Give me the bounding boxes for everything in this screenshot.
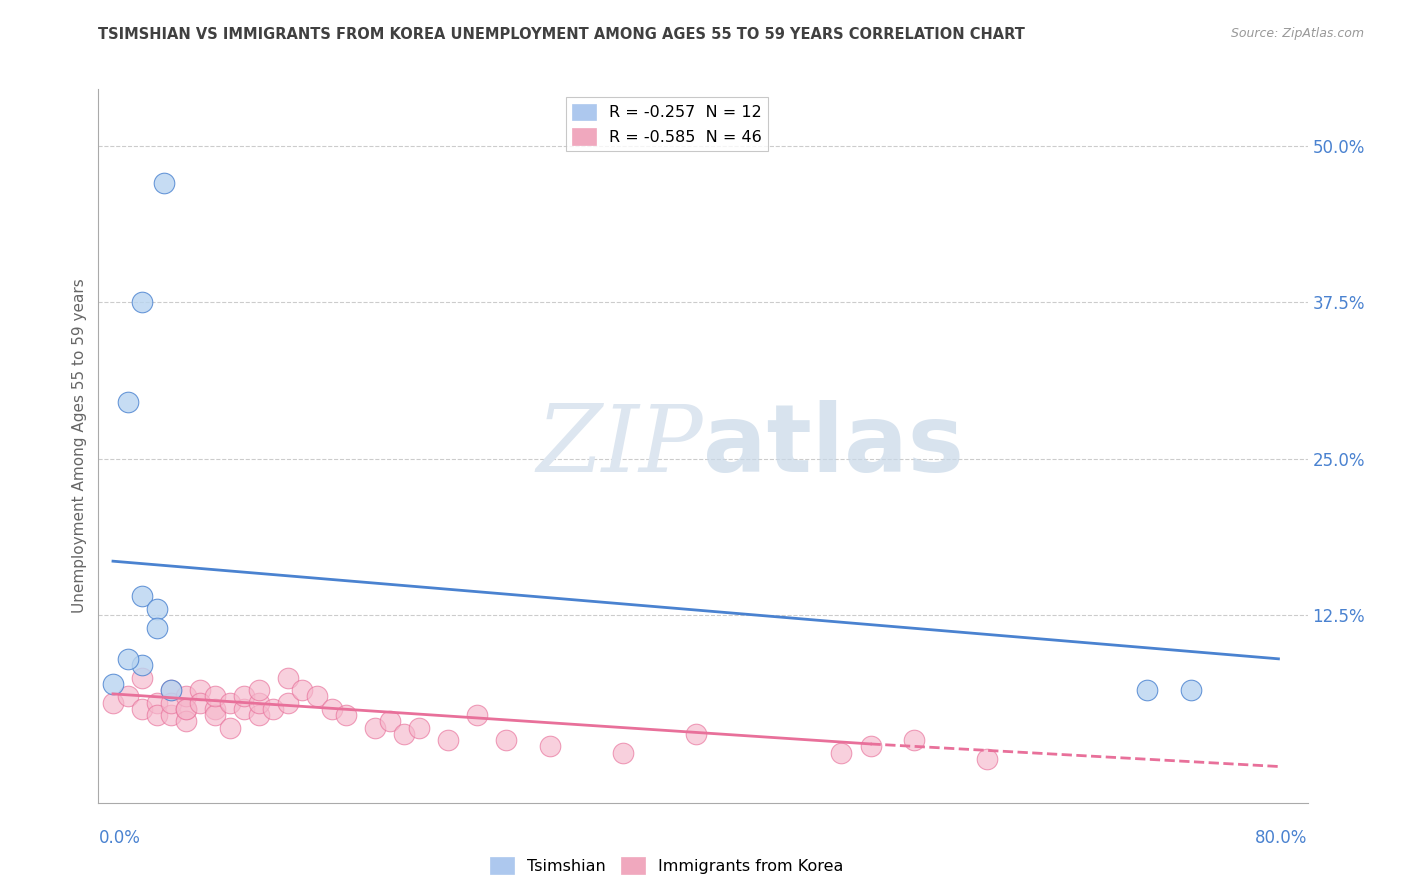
Point — [117, 395, 139, 409]
Point — [321, 702, 343, 716]
Point — [830, 746, 852, 760]
Point — [335, 708, 357, 723]
Point — [117, 690, 139, 704]
Point — [131, 589, 153, 603]
Point — [437, 733, 460, 747]
Point — [305, 690, 328, 704]
Point — [685, 727, 707, 741]
Point — [538, 739, 561, 754]
Point — [101, 677, 124, 691]
Point — [160, 683, 183, 698]
Point — [160, 683, 183, 698]
Text: ZIP: ZIP — [536, 401, 703, 491]
Point — [190, 683, 212, 698]
Point — [131, 702, 153, 716]
Point — [262, 702, 284, 716]
Point — [277, 671, 299, 685]
Point — [145, 601, 167, 615]
Point — [408, 721, 430, 735]
Point — [1136, 683, 1159, 698]
Text: 0.0%: 0.0% — [98, 829, 141, 847]
Point — [364, 721, 387, 735]
Point — [145, 708, 167, 723]
Point — [145, 621, 167, 635]
Point — [378, 714, 401, 729]
Point — [145, 696, 167, 710]
Text: 80.0%: 80.0% — [1256, 829, 1308, 847]
Text: Source: ZipAtlas.com: Source: ZipAtlas.com — [1230, 27, 1364, 40]
Point — [174, 702, 197, 716]
Point — [218, 721, 240, 735]
Point — [204, 708, 226, 723]
Point — [190, 696, 212, 710]
Text: atlas: atlas — [703, 400, 965, 492]
Point — [976, 752, 998, 766]
Point — [859, 739, 882, 754]
Point — [247, 708, 270, 723]
Point — [153, 176, 176, 190]
Point — [394, 727, 416, 741]
Point — [204, 702, 226, 716]
Point — [160, 696, 183, 710]
Point — [117, 652, 139, 666]
Legend: Tsimshian, Immigrants from Korea: Tsimshian, Immigrants from Korea — [484, 851, 849, 880]
Point — [131, 671, 153, 685]
Point — [218, 696, 240, 710]
Point — [291, 683, 314, 698]
Point — [131, 658, 153, 673]
Point — [277, 696, 299, 710]
Point — [174, 702, 197, 716]
Point — [233, 690, 256, 704]
Point — [903, 733, 925, 747]
Point — [495, 733, 517, 747]
Point — [247, 696, 270, 710]
Point — [612, 746, 634, 760]
Point — [247, 683, 270, 698]
Point — [174, 690, 197, 704]
Point — [465, 708, 488, 723]
Point — [204, 690, 226, 704]
Text: TSIMSHIAN VS IMMIGRANTS FROM KOREA UNEMPLOYMENT AMONG AGES 55 TO 59 YEARS CORREL: TSIMSHIAN VS IMMIGRANTS FROM KOREA UNEMP… — [98, 27, 1025, 42]
Point — [233, 702, 256, 716]
Point — [101, 696, 124, 710]
Point — [174, 714, 197, 729]
Y-axis label: Unemployment Among Ages 55 to 59 years: Unemployment Among Ages 55 to 59 years — [72, 278, 87, 614]
Point — [160, 708, 183, 723]
Point — [131, 295, 153, 310]
Point — [1180, 683, 1202, 698]
